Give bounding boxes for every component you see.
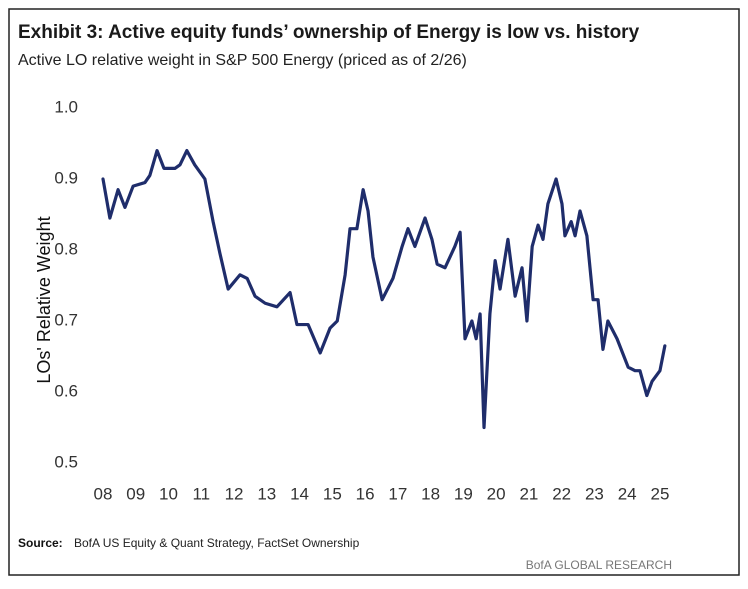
x-tick-label: 18 — [421, 484, 440, 503]
y-tick-label: 0.5 — [54, 452, 78, 471]
chart-subtitle: Active LO relative weight in S&P 500 Ene… — [18, 52, 467, 69]
x-tick-label: 20 — [487, 484, 506, 503]
x-tick-label: 17 — [388, 484, 407, 503]
x-tick-label: 08 — [94, 484, 113, 503]
x-tick-label: 22 — [552, 484, 571, 503]
x-tick-label: 13 — [257, 484, 276, 503]
x-tick-label: 10 — [159, 484, 178, 503]
x-tick-label: 23 — [585, 484, 604, 503]
x-tick-label: 09 — [126, 484, 145, 503]
source-text: BofA US Equity & Quant Strategy, FactSet… — [74, 536, 360, 550]
x-tick-label: 25 — [650, 484, 669, 503]
data-line — [101, 149, 667, 430]
x-tick-label: 12 — [225, 484, 244, 503]
x-tick-label: 16 — [356, 484, 375, 503]
y-tick-label: 0.6 — [54, 381, 78, 400]
y-axis-label: LOs' Relative Weight — [34, 216, 54, 383]
y-tick-label: 0.7 — [54, 310, 78, 329]
x-tick-label: 21 — [519, 484, 538, 503]
x-tick-label: 11 — [192, 484, 210, 503]
x-tick-label: 14 — [290, 484, 309, 503]
y-tick-label: 0.9 — [54, 168, 78, 187]
footer: BofA GLOBAL RESEARCH — [526, 558, 672, 572]
chart-title: Exhibit 3: Active equity funds’ ownershi… — [18, 22, 640, 43]
source-label: Source: — [18, 536, 63, 550]
x-tick-label: 19 — [454, 484, 473, 503]
y-tick-label: 1.0 — [54, 97, 78, 116]
x-tick-label: 24 — [618, 484, 637, 503]
x-tick-label: 15 — [323, 484, 342, 503]
y-tick-label: 0.8 — [54, 239, 78, 258]
frame — [8, 8, 740, 576]
